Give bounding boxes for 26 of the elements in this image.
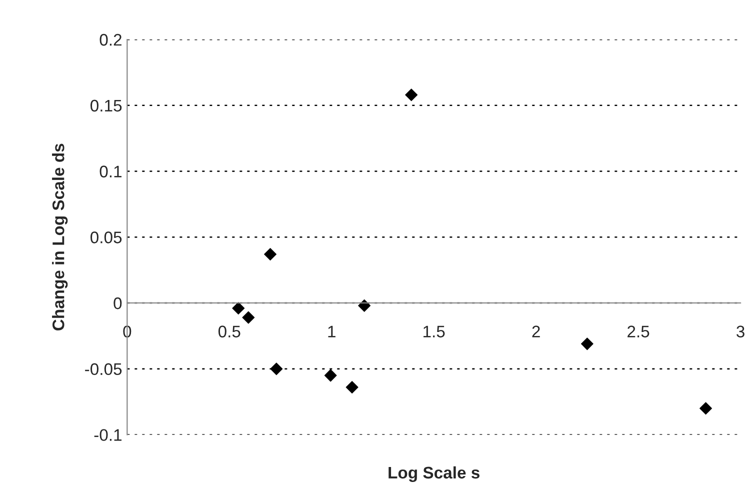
x-tick-label: 0.5 <box>218 326 240 338</box>
point <box>242 311 255 324</box>
point <box>232 302 245 314</box>
x-tick-label: 2 <box>532 326 540 338</box>
x-tick-label: 1 <box>328 326 336 338</box>
x-tick-label: 0 <box>123 326 132 338</box>
y-tick-label: 0.1 <box>100 166 122 178</box>
point <box>580 338 594 350</box>
x-tick-label: 1.5 <box>424 326 445 338</box>
x-tick-label: 2.5 <box>628 326 650 338</box>
x-axis-title: Log Scale s <box>388 466 480 482</box>
y-axis-title: Change in Log Scale ds <box>52 144 68 330</box>
point <box>700 402 712 415</box>
y-tick-label: 0.05 <box>90 232 122 244</box>
point <box>346 381 358 394</box>
point <box>358 299 371 312</box>
y-tick-label: 0.15 <box>90 100 122 112</box>
y-tick-label: -0.1 <box>94 429 122 441</box>
x-tick-label: 3 <box>736 326 744 338</box>
y-tick-label: 0 <box>114 297 122 310</box>
point <box>264 248 277 260</box>
y-tick-label: 0.2 <box>100 34 122 46</box>
point <box>405 88 418 102</box>
point <box>270 362 283 376</box>
point <box>324 369 337 382</box>
y-tick-label: -0.05 <box>85 363 122 376</box>
